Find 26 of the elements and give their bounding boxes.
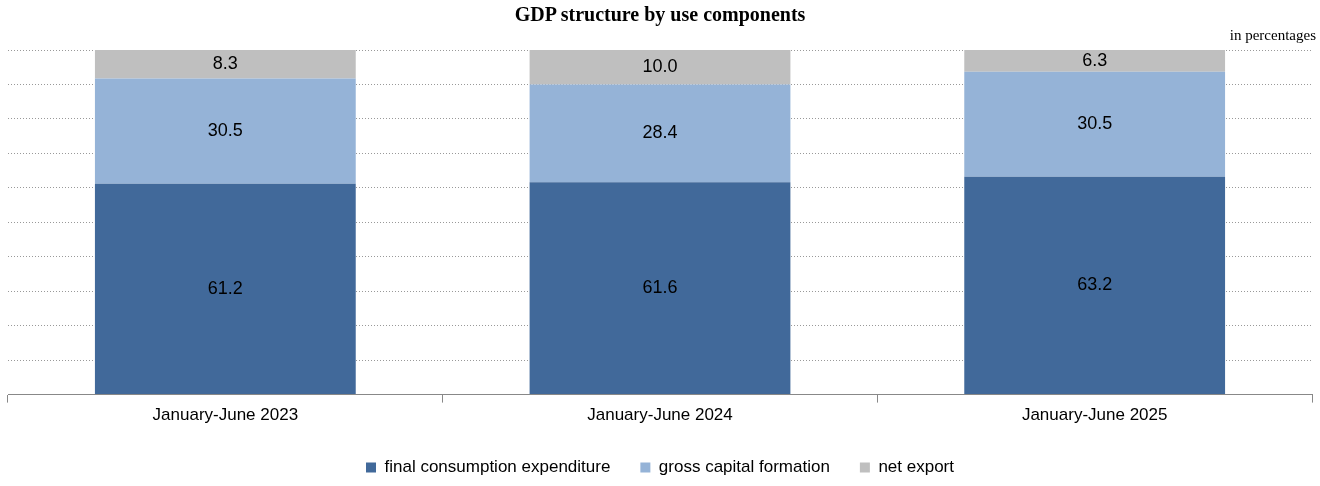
data-label: 30.5 [207,120,243,141]
bar [94,50,356,79]
data-label: 63.2 [1077,274,1113,295]
data-label: 61.6 [642,277,678,298]
x-tick-label: January-June 2025 [1021,405,1168,425]
data-label: 6.3 [1082,49,1108,70]
data-label: 28.4 [642,122,678,143]
bar [529,50,791,85]
bar [529,182,791,395]
bar [529,84,791,183]
text: in percentages [1229,27,1317,44]
chart-title: GDP structure by use components [514,3,806,27]
bar [964,50,1226,72]
bar [94,78,356,184]
bar [964,71,1226,177]
data-label: 61.2 [207,277,243,298]
bar [964,176,1226,395]
data-label: 30.5 [1077,113,1113,134]
x-tick-label: January-June 2023 [152,405,299,425]
data-label: 10.0 [642,56,678,77]
legend-label: gross capital formation [658,457,830,477]
legend-label: final consumption expenditure [384,457,611,477]
x-tick-label: January-June 2024 [587,405,733,425]
bar [94,183,356,395]
data-label: 8.3 [212,53,238,74]
legend-label: net export [878,457,955,477]
